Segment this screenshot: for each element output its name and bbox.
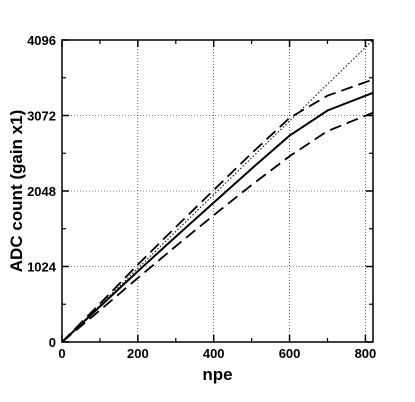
grid-lines: [62, 40, 373, 342]
series-line-dotted-0: [61, 39, 374, 343]
x-tick-label: 800: [355, 346, 377, 361]
y-tick-label: 3072: [27, 109, 56, 124]
series-layer: [61, 39, 374, 343]
y-tick-label: 2048: [27, 184, 56, 199]
y-axis-label: ADC count (gain x1): [7, 110, 26, 272]
x-axis-label: npe: [202, 365, 232, 384]
y-tick-label: 4096: [27, 33, 56, 48]
axis-ticks: [61, 39, 373, 343]
x-tick-label: 0: [58, 346, 65, 361]
y-tick-label: 0: [49, 335, 56, 350]
x-tick-label: 400: [203, 346, 225, 361]
x-tick-label: 600: [279, 346, 301, 361]
series-line-solid-2: [61, 91, 374, 343]
x-tick-label: 200: [127, 346, 149, 361]
series-line-dashed-3: [61, 111, 374, 343]
tick-labels: 0 200 400 600 800 0 1024 2048 3072 4096: [27, 33, 376, 361]
series-line-dashed-1: [61, 78, 374, 343]
y-tick-label: 1024: [27, 260, 57, 275]
